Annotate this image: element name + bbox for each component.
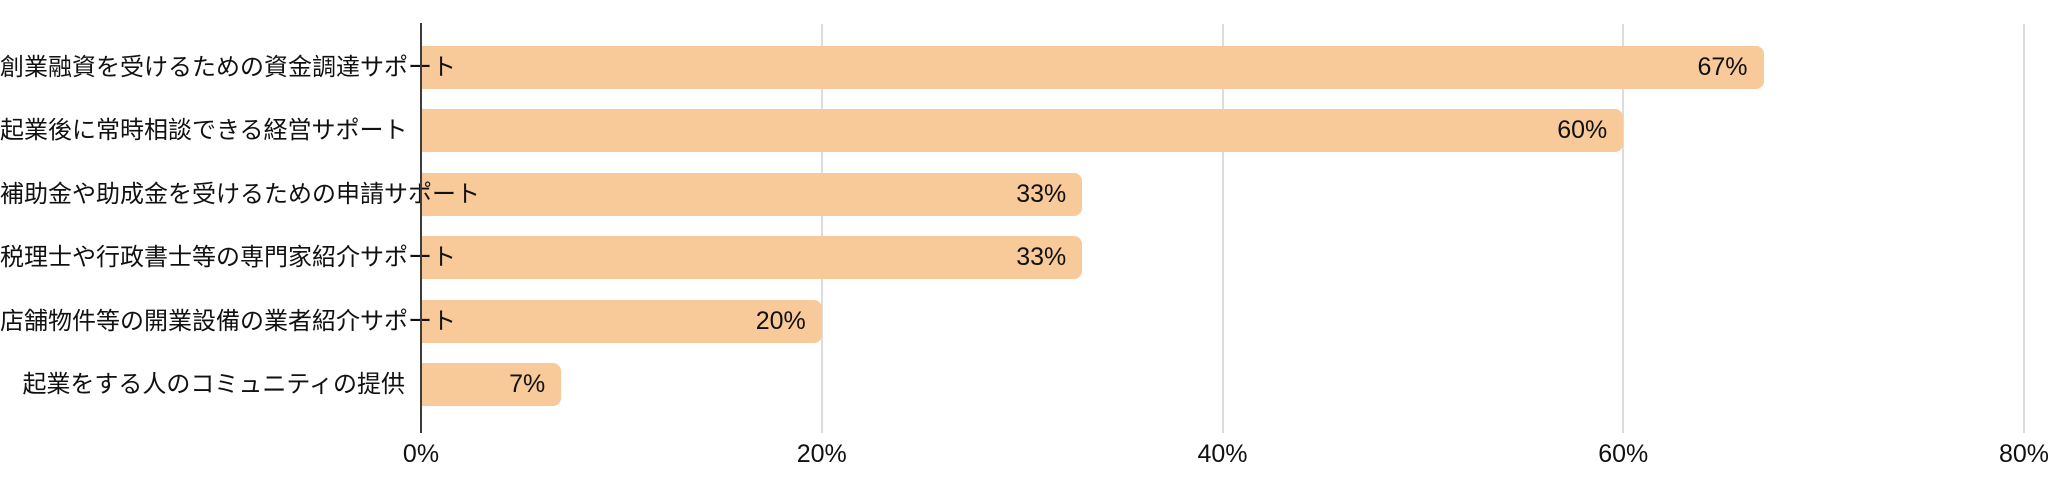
gridline <box>1622 24 1625 433</box>
x-tick-label: 60% <box>1598 440 1649 468</box>
gridline <box>2023 24 2025 433</box>
x-tick-label: 0% <box>402 440 440 468</box>
bar-value-label: 60% <box>1557 116 1608 145</box>
bar: 67% <box>421 46 1764 89</box>
bar-value-label: 7% <box>509 370 546 398</box>
bar-value-label: 67% <box>1697 53 1748 81</box>
category-label: 起業をする人のコミュニティの提供 <box>22 371 405 398</box>
x-tick-label: 80% <box>1998 440 2048 468</box>
category-label: 税理士や行政書士等の専門家紹介サポート <box>0 244 456 272</box>
bar: 33% <box>421 172 1083 216</box>
category-label: 起業後に常時相談できる経営サポート <box>0 117 408 145</box>
bar: 60% <box>421 109 1624 153</box>
bar: 33% <box>421 236 1083 280</box>
category-label: 創業融資を受けるための資金調達サポート <box>0 54 456 81</box>
gridline <box>820 24 823 433</box>
bar-value-label: 20% <box>755 306 806 335</box>
category-label: 補助金や助成金を受けるための申請サポート <box>0 180 480 208</box>
y-axis-baseline <box>420 23 422 433</box>
bar: 20% <box>421 299 822 343</box>
x-tick-label: 40% <box>1197 440 1248 468</box>
bar-value-label: 33% <box>1016 179 1067 208</box>
bar-value-label: 33% <box>1016 243 1067 272</box>
category-label: 店舗物件等の開業設備の業者紹介サポート <box>0 307 456 335</box>
gridline <box>1221 24 1224 433</box>
x-tick-label: 20% <box>796 440 847 468</box>
bar: 7% <box>421 363 562 406</box>
